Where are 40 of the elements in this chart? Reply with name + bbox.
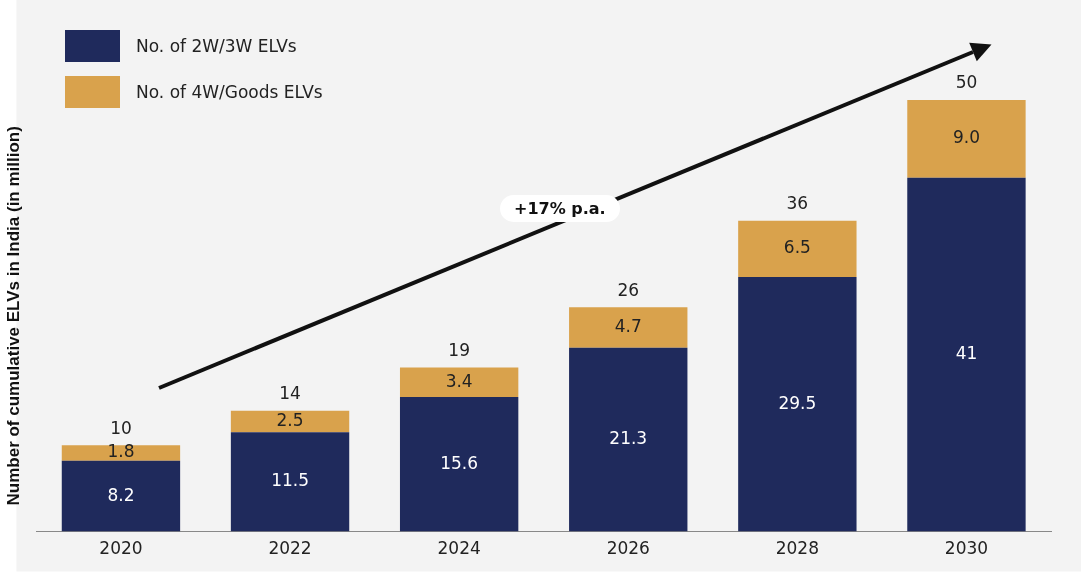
data-label: 11.5 [271, 470, 309, 491]
x-tick-label: 2030 [944, 538, 989, 559]
data-label: 4.7 [614, 315, 642, 336]
data-label: 2.5 [276, 409, 304, 430]
bar [230, 410, 350, 433]
total-label: 10 [110, 417, 132, 438]
bar [569, 347, 688, 532]
total-label: 14 [279, 383, 301, 404]
data-label: 29.5 [778, 392, 817, 413]
total-label: 26 [617, 279, 640, 300]
bar [907, 177, 1026, 532]
bar [907, 100, 1026, 178]
data-label: 6.5 [783, 237, 811, 258]
x-tick-label: 2022 [268, 538, 312, 559]
total-label: 50 [955, 72, 978, 93]
bar [61, 460, 181, 532]
bar [61, 445, 181, 461]
bar [569, 307, 688, 348]
total-label: 19 [448, 340, 470, 361]
data-label: 1.8 [107, 441, 135, 462]
legend-label: No. of 4W/Goods ELVs [136, 82, 323, 102]
bar [230, 432, 350, 532]
data-label: 15.6 [440, 452, 479, 473]
data-label: 3.4 [445, 370, 473, 391]
data-label: 21.3 [609, 428, 648, 449]
data-label: 41 [955, 343, 978, 364]
x-tick-label: 2026 [606, 538, 650, 559]
x-tick-label: 2024 [437, 538, 481, 559]
x-tick-label: 2028 [775, 538, 819, 559]
legend-label: No. of 2W/3W ELVs [136, 36, 297, 56]
bar [738, 220, 857, 277]
y-axis-title: Number of cumulative ELVs in India (in million) [3, 126, 23, 506]
bar [399, 396, 519, 532]
data-label: 9.0 [952, 127, 980, 148]
annotation: +17% p.a. [500, 195, 620, 222]
x-tick-label: 2020 [99, 538, 143, 559]
data-label: 8.2 [107, 484, 135, 505]
total-label: 36 [786, 193, 809, 214]
bar [399, 367, 519, 397]
bar [738, 276, 857, 532]
